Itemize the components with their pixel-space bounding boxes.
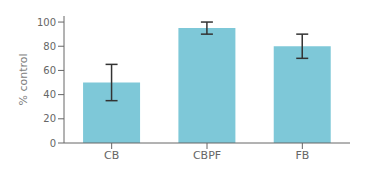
svg-text:CBPF: CBPF	[193, 149, 221, 162]
svg-text:CB: CB	[104, 149, 119, 162]
svg-text:80: 80	[43, 41, 56, 52]
svg-text:100: 100	[37, 17, 56, 28]
svg-text:FB: FB	[295, 149, 309, 162]
svg-text:60: 60	[43, 65, 56, 76]
svg-text:40: 40	[43, 89, 56, 100]
svg-text:% control: % control	[17, 53, 30, 105]
svg-text:0: 0	[50, 138, 56, 149]
svg-text:20: 20	[43, 113, 56, 124]
